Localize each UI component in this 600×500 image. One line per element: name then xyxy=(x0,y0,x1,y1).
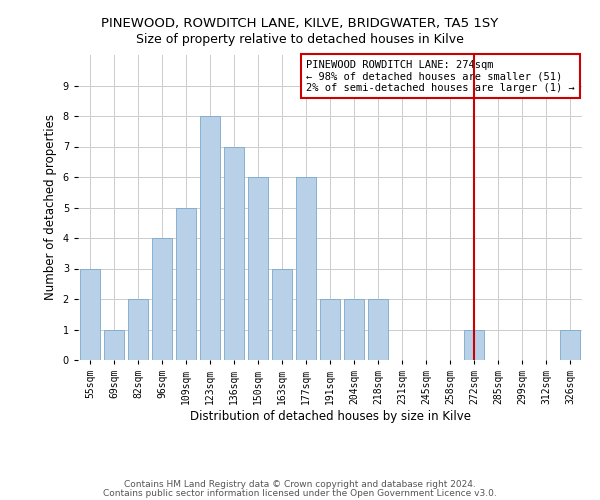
Bar xyxy=(200,116,220,360)
Text: Size of property relative to detached houses in Kilve: Size of property relative to detached ho… xyxy=(136,32,464,46)
Bar xyxy=(296,177,316,360)
X-axis label: Distribution of detached houses by size in Kilve: Distribution of detached houses by size … xyxy=(190,410,470,423)
Y-axis label: Number of detached properties: Number of detached properties xyxy=(44,114,57,300)
Bar xyxy=(560,330,580,360)
Bar xyxy=(176,208,196,360)
Bar xyxy=(152,238,172,360)
Bar xyxy=(248,177,268,360)
Bar xyxy=(128,299,148,360)
Bar xyxy=(344,299,364,360)
Bar xyxy=(272,268,292,360)
Bar xyxy=(368,299,388,360)
Text: Contains public sector information licensed under the Open Government Licence v3: Contains public sector information licen… xyxy=(103,488,497,498)
Bar xyxy=(464,330,484,360)
Bar xyxy=(80,268,100,360)
Bar xyxy=(320,299,340,360)
Bar xyxy=(224,146,244,360)
Text: PINEWOOD ROWDITCH LANE: 274sqm
← 98% of detached houses are smaller (51)
2% of s: PINEWOOD ROWDITCH LANE: 274sqm ← 98% of … xyxy=(306,60,575,93)
Text: Contains HM Land Registry data © Crown copyright and database right 2024.: Contains HM Land Registry data © Crown c… xyxy=(124,480,476,489)
Text: PINEWOOD, ROWDITCH LANE, KILVE, BRIDGWATER, TA5 1SY: PINEWOOD, ROWDITCH LANE, KILVE, BRIDGWAT… xyxy=(101,18,499,30)
Bar xyxy=(104,330,124,360)
